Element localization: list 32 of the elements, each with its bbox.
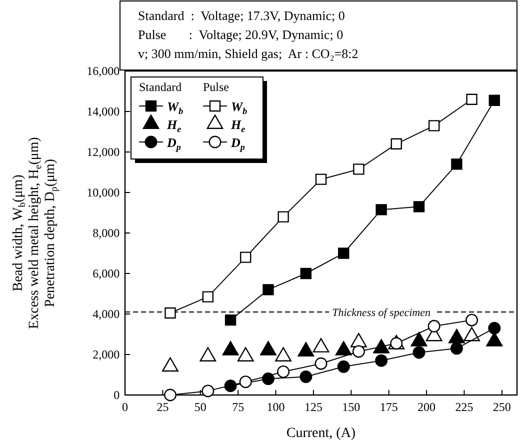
y-tick-label: 14,000 bbox=[86, 104, 120, 118]
y-tick-label: 0 bbox=[114, 388, 120, 402]
y-tick-label: 12,000 bbox=[86, 144, 120, 159]
x-tick-label: 100 bbox=[266, 400, 285, 414]
x-tick-label: 175 bbox=[380, 400, 398, 414]
x-tick-label: 25 bbox=[156, 400, 169, 414]
text: Pulse : Voltage; 20.9V, Dynamic; 0 bbox=[138, 27, 344, 42]
x-axis-title: Current, (A) bbox=[286, 426, 356, 441]
legend-label: D$_{p}$ bbox=[230, 135, 246, 152]
legend-label: D$_{p}$ bbox=[166, 135, 182, 152]
x-tick-label: 125 bbox=[304, 400, 322, 414]
y-tick-label: 2,000 bbox=[92, 347, 120, 362]
text: Standard : Voltage; 17.3V, Dynamic; 0 bbox=[138, 8, 345, 23]
ref-line-label: Thickness of specimen bbox=[332, 306, 431, 319]
legend-label: W$_{b}$ bbox=[167, 99, 184, 116]
annotation: Pulse bbox=[203, 80, 230, 94]
y-tick-label: 6,000 bbox=[92, 266, 120, 280]
x-tick-label: 150 bbox=[342, 400, 360, 414]
x-tick-label: 200 bbox=[418, 400, 436, 414]
legend-label: H$_{e}$ bbox=[166, 117, 182, 134]
y-tick-label: 4,000 bbox=[92, 306, 120, 321]
text: v; 300 mm/min, Shield gas; Ar : CO₂=8:2 bbox=[138, 46, 358, 61]
y-tick-label: 8,000 bbox=[92, 226, 120, 240]
legend-label: H$_{e}$ bbox=[230, 117, 246, 134]
y-tick-label: 16,000 bbox=[86, 64, 120, 78]
x-tick-label: 225 bbox=[455, 400, 474, 414]
x-tick-label: 250 bbox=[492, 400, 511, 414]
x-tick-label: 50 bbox=[194, 400, 206, 414]
annotation: Standard bbox=[139, 80, 182, 94]
y-tick-label: 10,000 bbox=[86, 185, 120, 200]
x-tick-label: 75 bbox=[232, 400, 244, 414]
legend-label: W$_{b}$ bbox=[231, 99, 248, 116]
